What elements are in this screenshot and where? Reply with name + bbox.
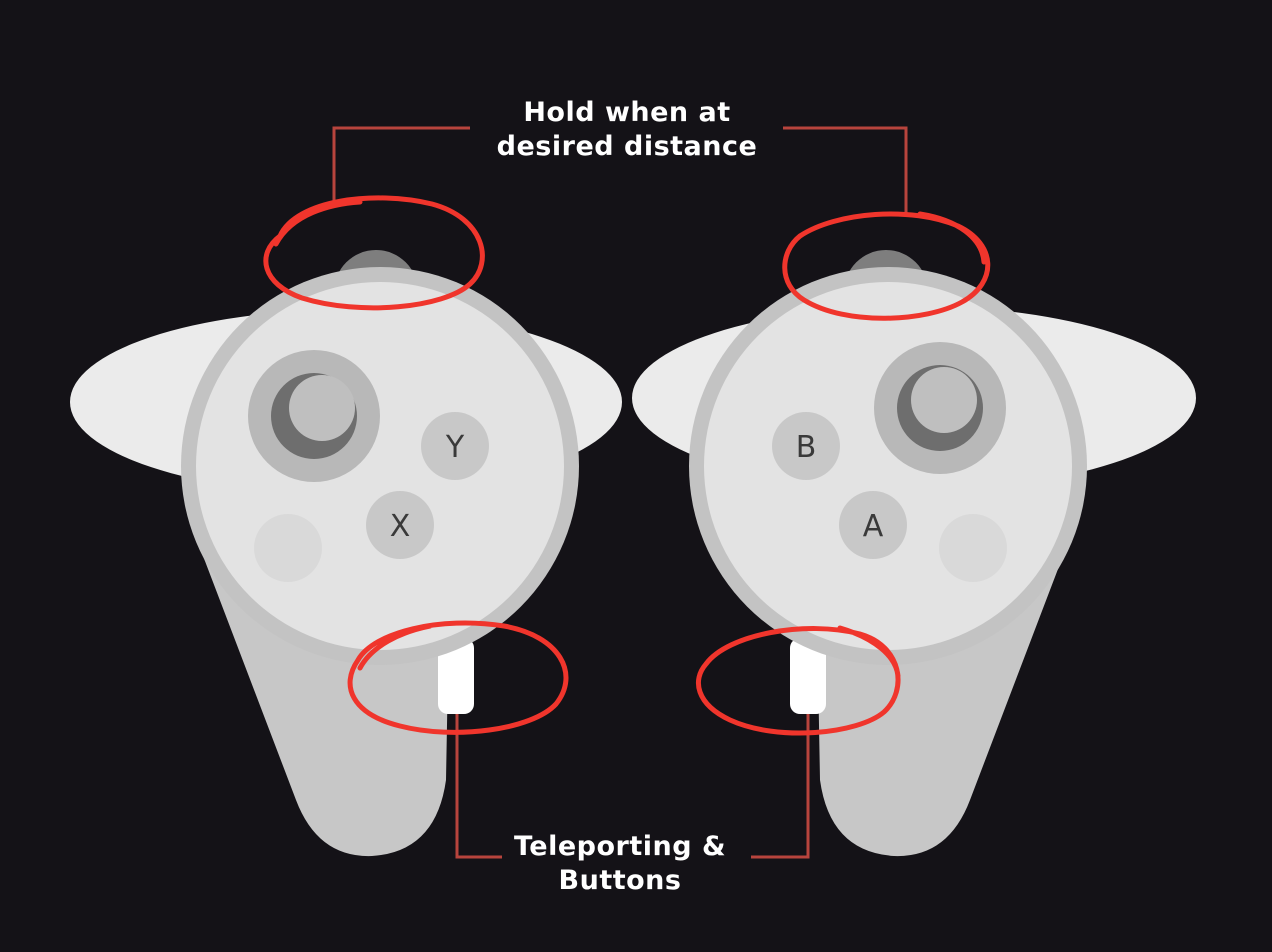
leader-line-bottom-right bbox=[751, 714, 810, 859]
leader-line-top-right bbox=[783, 126, 908, 214]
caption-hold-distance-line2: desired distance bbox=[496, 131, 758, 162]
leader-line-bottom-left bbox=[455, 714, 502, 859]
left-trigger bbox=[438, 638, 474, 714]
left-thumbstick-cap bbox=[289, 375, 355, 441]
highlight-right-trigger bbox=[696, 625, 901, 736]
b-button-label: B bbox=[796, 430, 817, 465]
b-button bbox=[772, 412, 840, 480]
caption-teleporting-line2: Buttons bbox=[558, 865, 682, 896]
leader-lines bbox=[332, 126, 908, 859]
x-button-label: X bbox=[390, 509, 411, 544]
right-oculus-button bbox=[939, 514, 1007, 582]
left-controller: Y X bbox=[70, 250, 622, 857]
highlight-circles bbox=[263, 195, 991, 736]
right-controller: B A bbox=[632, 250, 1196, 857]
caption-teleporting-line1: Teleporting & bbox=[513, 831, 727, 862]
highlight-left-trigger bbox=[347, 620, 569, 735]
caption-hold-distance-line1: Hold when at bbox=[523, 97, 731, 128]
highlight-left-grip-trigger bbox=[263, 195, 485, 311]
caption-teleporting-buttons: Teleporting & Buttons bbox=[500, 830, 740, 898]
a-button-label: A bbox=[863, 509, 884, 544]
right-trigger bbox=[790, 638, 826, 714]
left-menu-button bbox=[254, 514, 322, 582]
x-button bbox=[366, 491, 434, 559]
caption-hold-distance: Hold when at desired distance bbox=[470, 96, 784, 164]
highlight-right-grip-trigger bbox=[782, 211, 991, 321]
y-button bbox=[421, 412, 489, 480]
left-controller-face bbox=[196, 282, 564, 650]
a-button bbox=[839, 491, 907, 559]
right-thumbstick-cap bbox=[911, 367, 977, 433]
y-button-label: Y bbox=[445, 430, 465, 465]
right-controller-face bbox=[704, 282, 1072, 650]
leader-line-top-left bbox=[332, 126, 470, 202]
